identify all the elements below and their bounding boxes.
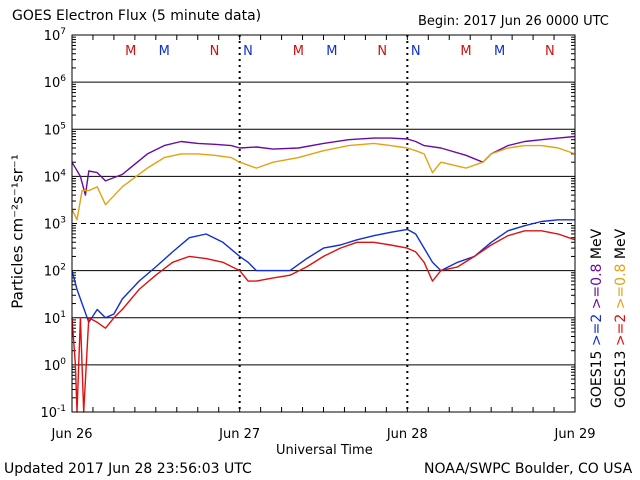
series-lines — [71, 135, 576, 413]
mn-marker: N — [210, 44, 220, 59]
mn-marker: M — [460, 44, 471, 59]
mn-marker: M — [159, 44, 170, 59]
x-tick-label: Jun 27 — [218, 427, 260, 442]
mn-marker: M — [125, 44, 136, 59]
y-tick-label: 106 — [44, 74, 67, 91]
series-line-goes13 — [71, 230, 576, 413]
series-line-goes13 — [71, 142, 576, 221]
plot-frame — [71, 34, 576, 413]
x-tick-label: Jun 26 — [51, 427, 93, 442]
footer-source: NOAA/SWPC Boulder, CO USA — [424, 461, 633, 477]
right-legend: GOES15 >=2 >=0.8 MeV GOES13 >=2 >=0.8 MeV — [589, 228, 629, 408]
grid-lines — [72, 35, 575, 412]
x-tick-label: Jun 28 — [386, 427, 428, 442]
mn-marker: M — [293, 44, 304, 59]
x-tick-labels: Jun 26 Jun 27 Jun 28 Jun 29 — [51, 427, 596, 442]
mn-marker: N — [243, 44, 253, 59]
legend-row: GOES13 >=2 >=0.8 MeV — [613, 228, 629, 408]
legend-row: GOES15 >=2 >=0.8 MeV — [589, 228, 605, 408]
mn-marker: N — [545, 44, 555, 59]
begin-label: Begin: 2017 Jun 26 0000 UTC — [418, 14, 609, 29]
mn-marker: N — [411, 44, 421, 59]
mn-marker: M — [494, 44, 505, 59]
y-tick-labels: 10-1 100 101 102 103 104 105 106 107 — [40, 27, 66, 421]
y-tick-label: 103 — [44, 216, 66, 233]
y-tick-label: 107 — [44, 27, 66, 44]
y-tick-label: 105 — [44, 121, 66, 138]
footer-updated: Updated 2017 Jun 28 23:56:03 UTC — [4, 461, 252, 477]
y-tick-label: 100 — [44, 357, 67, 374]
y-axis-label: Particles cm⁻²s⁻¹sr⁻¹ — [8, 154, 27, 309]
y-tick-label: 101 — [44, 310, 66, 327]
y-tick-label: 10-1 — [40, 404, 66, 421]
y-tick-label: 104 — [44, 168, 67, 185]
x-tick-label: Jun 29 — [554, 427, 596, 442]
x-axis-label: Universal Time — [276, 443, 373, 458]
mn-marker: N — [377, 44, 387, 59]
mn-marker: M — [326, 44, 337, 59]
chart-title: GOES Electron Flux (5 minute data) — [12, 8, 262, 24]
y-tick-label: 102 — [44, 263, 66, 280]
series-line-goes15 — [71, 135, 576, 196]
